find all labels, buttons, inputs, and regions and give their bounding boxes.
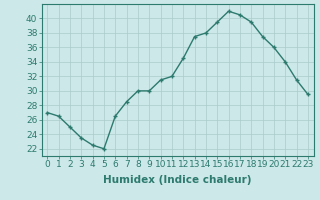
X-axis label: Humidex (Indice chaleur): Humidex (Indice chaleur): [103, 175, 252, 185]
